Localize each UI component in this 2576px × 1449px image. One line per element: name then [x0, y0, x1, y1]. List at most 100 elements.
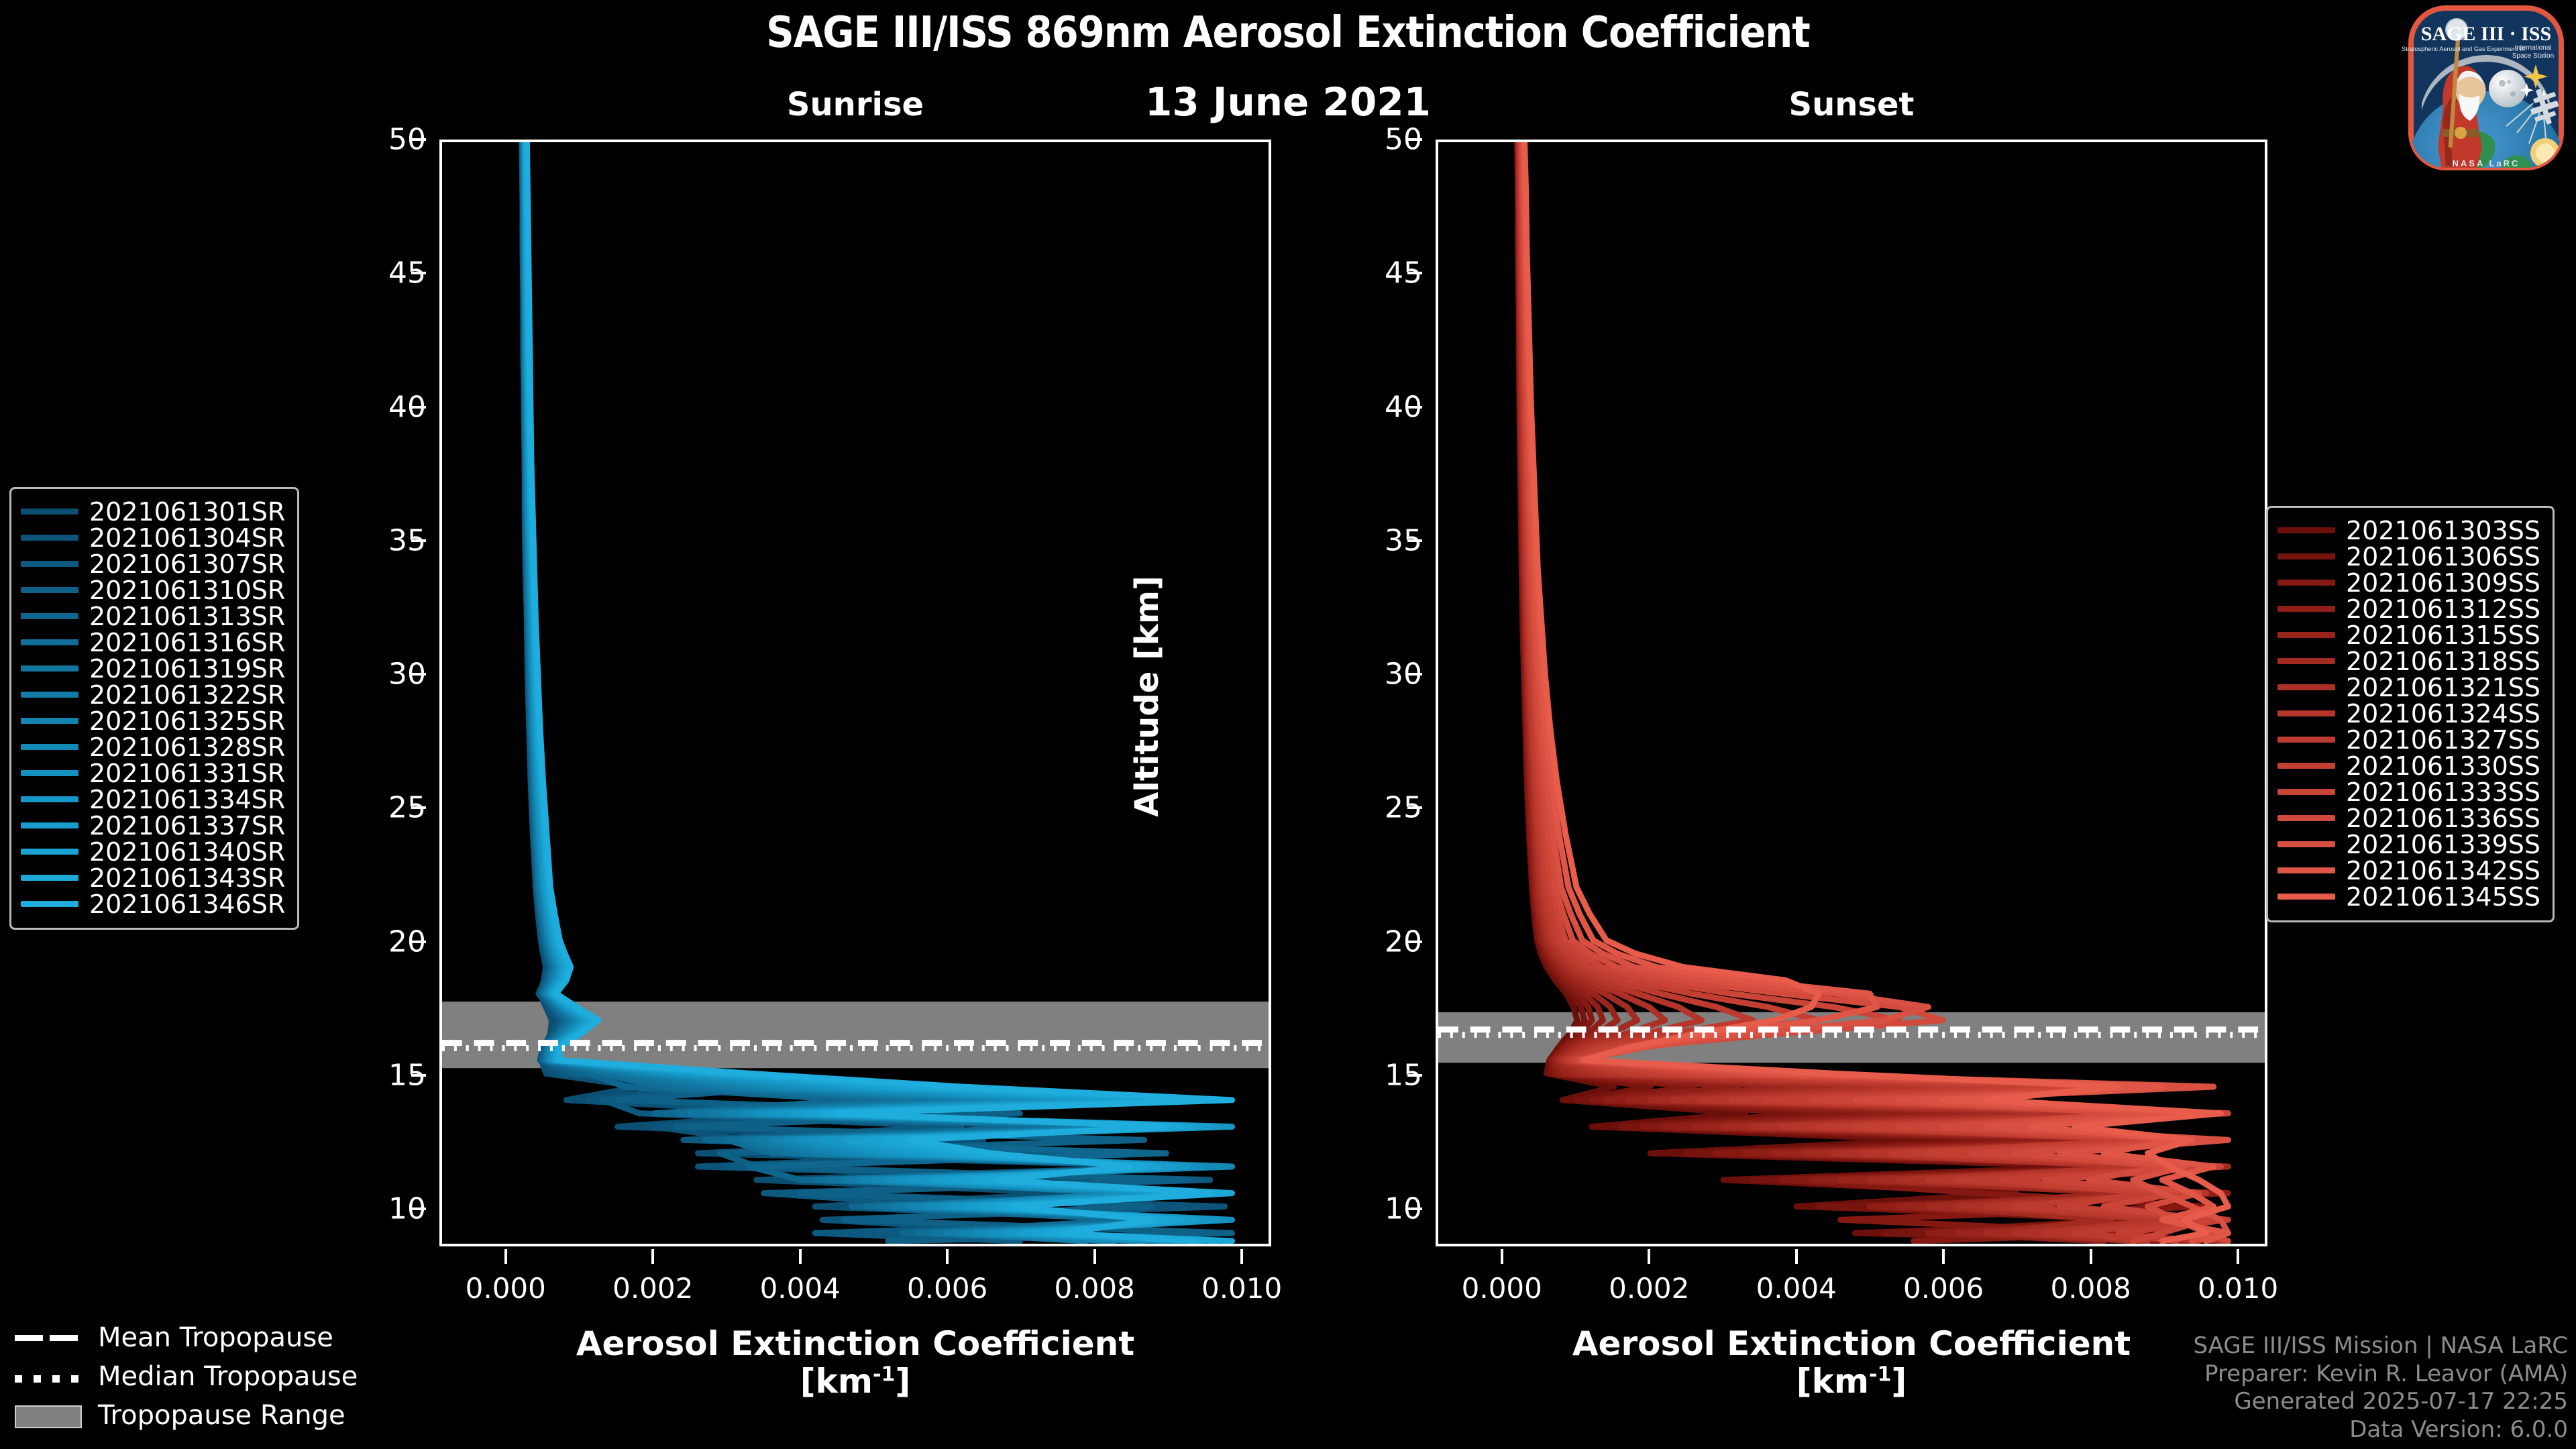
x-tick-mark [504, 1249, 507, 1264]
y-tick-mark [411, 806, 426, 810]
x-tick-mark [1500, 1249, 1503, 1264]
x-tick-label: 0.002 [612, 1272, 694, 1305]
x-tick-label: 0.006 [1903, 1272, 1984, 1305]
footer-line-preparer: Preparer: Kevin R. Leavor (AMA) [2204, 1360, 2568, 1387]
legend-color-swatch [2277, 894, 2335, 900]
legend-item[interactable]: 2021061304SR [21, 523, 285, 553]
legend-item-label: 2021061343SR [89, 863, 286, 893]
legend-color-swatch [2277, 606, 2335, 612]
range-band-swatch [15, 1405, 82, 1428]
legend-item-label: 2021061330SS [2346, 751, 2541, 781]
legend-item[interactable]: 2021061315SS [2277, 621, 2540, 650]
legend-item[interactable]: 2021061301SR [21, 496, 286, 527]
legend-color-swatch [21, 796, 78, 802]
legend-color-swatch [21, 587, 78, 593]
legend-item[interactable]: 2021061319SR [21, 654, 285, 684]
y-tick-mark [411, 138, 426, 141]
x-tick-label: 0.000 [1461, 1272, 1542, 1305]
legend-item[interactable]: 2021061312SS [2277, 594, 2541, 624]
legend-item-label: 2021061342SS [2346, 855, 2541, 885]
footer-line-mission: SAGE III/ISS Mission | NASA LaRC [2193, 1332, 2568, 1360]
legend-item[interactable]: 2021061336SS [2277, 804, 2540, 833]
x-axis-unit: [km-1] [1796, 1362, 1907, 1401]
legend-item[interactable]: 2021061330SS [2277, 751, 2541, 781]
y-tick-mark [1407, 539, 1422, 542]
legend-item[interactable]: 2021061316SR [21, 627, 286, 657]
legend-item[interactable]: 2021061318SS [2277, 647, 2540, 676]
y-tick-mark [411, 940, 426, 943]
legend-sunrise[interactable]: 2021061301SR 2021061304SR 2021061307SR 2021… [9, 487, 300, 930]
logo-subtitle-right-2: Space Station [2512, 52, 2554, 60]
legend-item[interactable]: 2021061303SS [2277, 516, 2540, 545]
x-tick-label: 0.010 [1201, 1272, 1283, 1305]
x-axis-label-sunset: Aerosol Extinction Coefficient [km-1] [1436, 1325, 2267, 1400]
legend-item[interactable]: 2021061322SR [21, 680, 286, 710]
dash-segment [15, 1335, 43, 1341]
logo-title: SAGE III · ISS [2421, 23, 2551, 45]
legend-item[interactable]: 2021061309SS [2277, 568, 2541, 598]
legend-color-swatch [21, 744, 78, 750]
footer-line-generated: Generated 2025-07-17 22:25 [2234, 1388, 2568, 1415]
legend-item-label: 2021061310SR [89, 575, 286, 605]
tropopause-legend-item: Tropopause Range [12, 1396, 358, 1435]
y-tick-mark [1407, 1208, 1422, 1211]
legend-item[interactable]: 2021061307SR [21, 549, 285, 579]
x-axis-sunrise: 0.000 0.002 0.004 0.006 0.008 0.010 [439, 1249, 1282, 1305]
legend-item[interactable]: 2021061321SS [2277, 672, 2541, 702]
legend-item-label: 2021061346SR [89, 889, 286, 919]
legend-item[interactable]: 2021061324SS [2277, 699, 2540, 729]
legend-color-swatch [21, 665, 78, 672]
legend-item[interactable]: 2021061333SS [2277, 777, 2540, 807]
y-tick-mark [411, 1073, 426, 1077]
x-tick-mark [1240, 1249, 1244, 1264]
tropopause-legend-label: Tropopause Range [98, 1400, 345, 1431]
legend-item-label: 2021061301SR [89, 496, 286, 527]
y-tick-mark [411, 405, 426, 409]
legend-item[interactable]: 2021061328SR [21, 733, 285, 762]
legend-item[interactable]: 2021061339SS [2277, 829, 2541, 859]
legend-item-label: 2021061339SS [2346, 829, 2541, 859]
y-tick-mark [411, 272, 426, 275]
legend-sunset[interactable]: 2021061303SS 2021061306SS 2021061309SS 2021… [2266, 506, 2555, 922]
legend-item[interactable]: 2021061306SS [2277, 542, 2540, 572]
legend-item[interactable]: 2021061331SR [21, 759, 285, 788]
x-tick-mark [946, 1249, 949, 1264]
legend-item[interactable]: 2021061327SS [2277, 725, 2540, 755]
legend-item-label: 2021061309SS [2346, 568, 2541, 598]
y-tick-mark [1407, 940, 1422, 943]
panel-heading-sunrise: Sunrise [786, 86, 924, 123]
legend-item[interactable]: 2021061334SR [21, 785, 285, 814]
legend-item-label: 2021061337SR [89, 810, 286, 841]
x-axis-label-text: Aerosol Extinction Coefficient [1572, 1324, 2131, 1363]
legend-item[interactable]: 2021061325SR [21, 706, 285, 736]
legend-color-swatch [2277, 815, 2335, 821]
legend-color-swatch [2277, 867, 2335, 873]
plot-panel-sunset [1436, 140, 2267, 1246]
legend-color-swatch [21, 875, 78, 881]
legend-item[interactable]: 2021061313SR [21, 602, 285, 631]
legend-item-label: 2021061345SS [2346, 881, 2541, 912]
x-tick-label: 0.008 [1054, 1272, 1135, 1305]
legend-item-label: 2021061321SS [2346, 672, 2541, 702]
profile-chart-sunset [1438, 142, 2265, 1244]
legend-item[interactable]: 2021061342SS [2277, 855, 2541, 885]
x-tick-mark [798, 1249, 802, 1264]
legend-item[interactable]: 2021061346SR [21, 889, 286, 919]
legend-item-label: 2021061316SR [89, 627, 286, 657]
legend-color-swatch [2277, 580, 2335, 586]
legend-item-label: 2021061312SS [2346, 594, 2541, 624]
legend-color-swatch [2277, 841, 2335, 847]
legend-item[interactable]: 2021061345SS [2277, 881, 2541, 912]
legend-item[interactable]: 2021061343SR [21, 863, 286, 893]
legend-item-label: 2021061322SR [89, 680, 286, 710]
legend-item[interactable]: 2021061340SR [21, 837, 285, 867]
profile-line [520, 142, 1228, 1244]
y-tick-mark [1407, 138, 1422, 141]
legend-item[interactable]: 2021061337SR [21, 810, 286, 841]
profile-chart-sunrise [442, 142, 1269, 1244]
range-band-icon [12, 1404, 86, 1428]
y-axis-sunrise: 10 15 20 25 30 35 40 45 50 [339, 123, 426, 1246]
legend-item[interactable]: 2021061310SR [21, 575, 286, 605]
y-axis-label-sunset: Altitude [km] [1128, 576, 1166, 817]
x-tick-label: 0.008 [2050, 1272, 2131, 1305]
